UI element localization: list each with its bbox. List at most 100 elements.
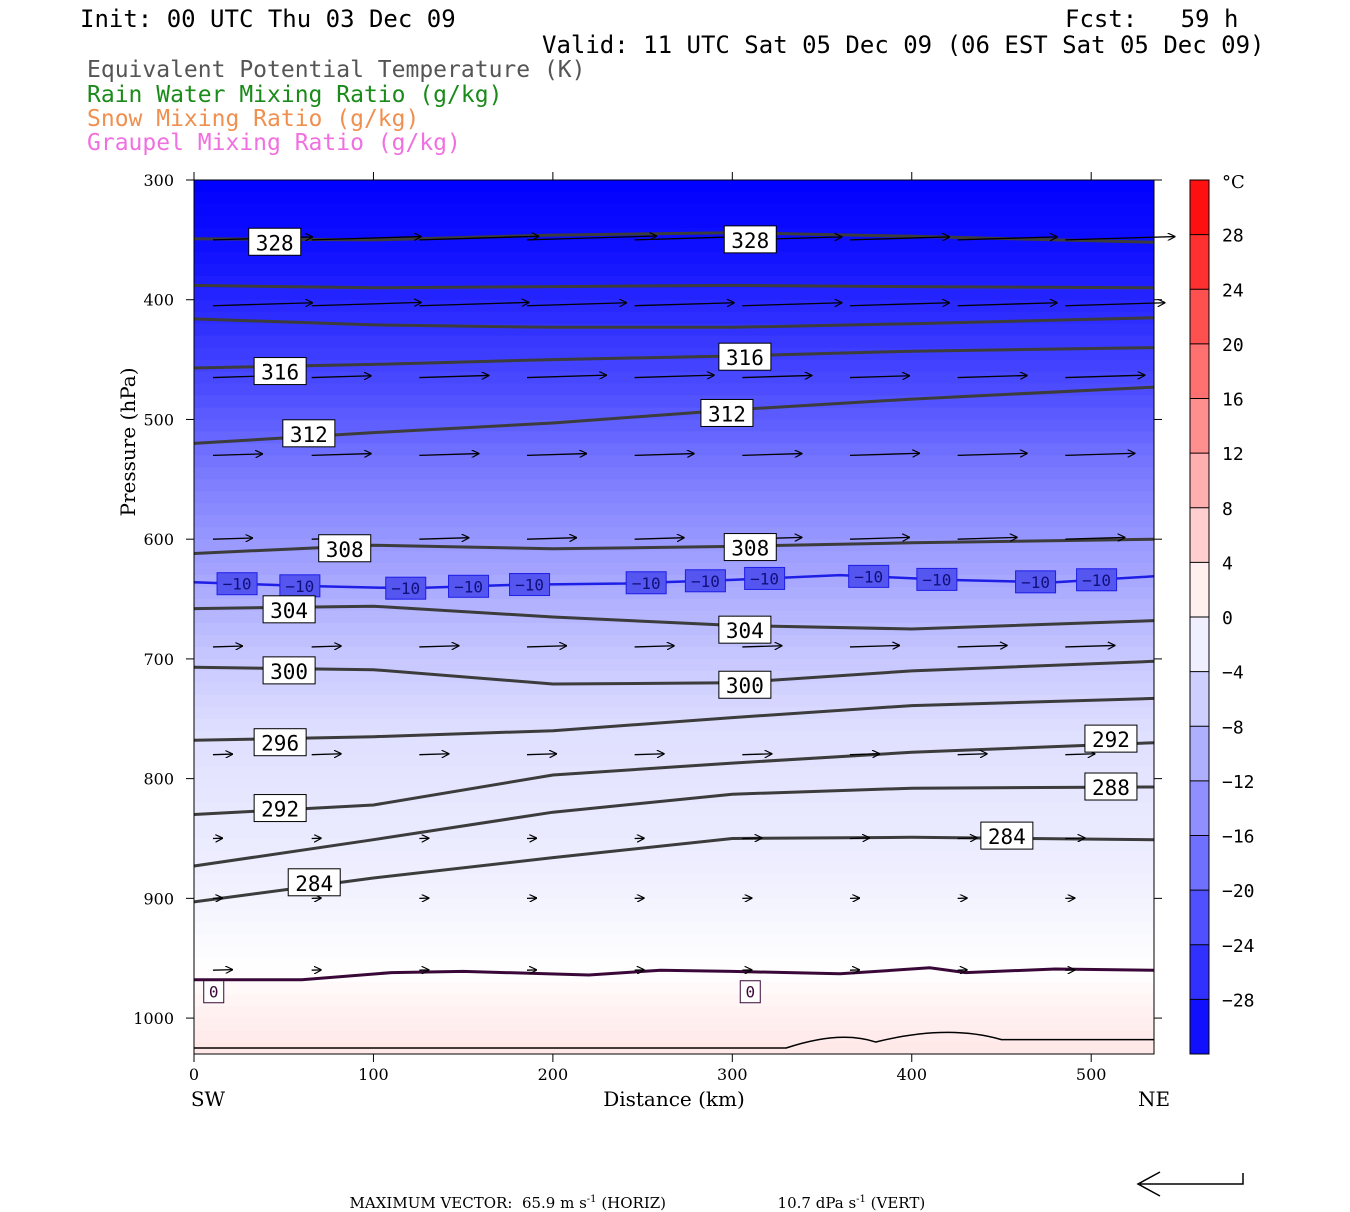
contour-label: 304 [270,599,308,623]
wind-vector [1065,838,1085,839]
colorbar-band [1190,399,1209,454]
colorbar-band [1190,836,1209,891]
sw-label: SW [191,1087,226,1111]
wind-vector [312,646,342,647]
y-tick-label: 900 [143,889,174,908]
x-tick-label: 0 [189,1065,199,1084]
temperature-band [194,850,1154,862]
temperature-band [194,767,1154,779]
temperature-band [194,240,1154,252]
colorbar-band [1190,508,1209,563]
wind-vector [850,754,880,755]
colorbar-band [1190,672,1209,727]
temperature-band [194,803,1154,815]
colorbar-tick-label: −16 [1222,827,1255,848]
contour-label: 284 [295,872,333,896]
max-vector-vert-value: 10.7 dPa s [778,1194,857,1212]
temperature-band [194,946,1154,958]
max-vector-horiz-suffix: (HORIZ) [597,1194,667,1212]
y-axis-title: Pressure (hPa) [116,368,140,517]
colorbar-unit: °C [1222,172,1245,193]
isotherm-label: −10 [1082,571,1111,590]
temperature-band [194,204,1154,216]
wind-vector [213,646,243,647]
temperature-band [194,515,1154,527]
isotherm-label: −10 [632,574,661,593]
contour-label: 284 [988,825,1026,849]
wind-vector [958,838,978,839]
colorbar-band [1190,781,1209,836]
temperature-band [194,958,1154,970]
x-tick-label: 300 [717,1065,748,1084]
temperature-band [194,563,1154,575]
colorbar-tick-label: −20 [1222,881,1255,902]
colorbar-band [1190,453,1209,508]
colorbar-tick-label: 24 [1222,280,1244,301]
colorbar-tick-label: 28 [1222,226,1244,247]
max-vector-horiz-value: 65.9 m s [522,1194,587,1212]
colorbar-tick-label: −8 [1222,717,1244,738]
isotherm-label: −10 [750,569,779,588]
colorbar-tick-label: 0 [1222,608,1233,629]
temperature-band [194,300,1154,312]
isotherm-label: −10 [285,577,314,596]
y-tick-label: 300 [143,171,174,190]
wind-vector [958,754,988,755]
temperature-band [194,396,1154,408]
x-tick-label: 500 [1076,1065,1107,1084]
contour-label: 328 [731,229,769,253]
colorbar-tick-label: −4 [1222,663,1244,684]
contour-label: 308 [326,538,364,562]
contour-label: 292 [261,798,299,822]
temperature-band [194,503,1154,515]
isotherm-label: −10 [391,579,420,598]
contour-label: 316 [726,346,764,370]
isotherm-label: −10 [454,577,483,596]
colorbar-band [1190,562,1209,617]
colorbar-band [1190,289,1209,344]
colorbar-band [1190,180,1209,235]
max-vector-vert-suffix: (VERT) [866,1194,925,1212]
temperature-band [194,1006,1154,1018]
isotherm-zero-label: 0 [209,983,219,1002]
y-tick-label: 600 [143,530,174,549]
max-vector-label: MAXIMUM VECTOR: [350,1194,513,1212]
temperature-band [194,982,1154,994]
temperature-band [194,755,1154,767]
temperature-band [194,587,1154,599]
temperature-band [194,419,1154,431]
temperature-band [194,779,1154,791]
contour-label: 300 [726,674,764,698]
temperature-band [194,264,1154,276]
colorbar-tick-label: 4 [1222,553,1233,574]
temperature-band [194,934,1154,946]
temperature-band [194,922,1154,934]
isotherm-label: −10 [515,576,544,595]
isotherm-zero-label: 0 [745,983,755,1002]
y-tick-label: 700 [143,650,174,669]
isotherm-label: −10 [223,575,252,594]
wind-vector [850,838,870,839]
temperature-band [194,647,1154,659]
colorbar-band [1190,999,1209,1054]
x-tick-label: 400 [896,1065,927,1084]
temperature-band [194,252,1154,264]
wind-vector [419,754,449,755]
x-tick-label: 200 [538,1065,569,1084]
y-tick-label: 400 [143,291,174,310]
y-tick-label: 800 [143,770,174,789]
temperature-band [194,695,1154,707]
wind-vector [527,754,557,755]
x-tick-label: 100 [358,1065,389,1084]
wind-vector [312,754,342,755]
x-axis-title: Distance (km) [603,1087,745,1111]
contour-label: 300 [270,660,308,684]
wind-vector [213,754,233,755]
temperature-band [194,455,1154,467]
contour-label: 312 [290,423,328,447]
max-vector-vert-caption: 10.7 dPa s-1 (VERT) [768,1176,925,1212]
temperature-band [194,180,1154,192]
temperature-band [194,707,1154,719]
temperature-band [194,671,1154,683]
colorbar-band [1190,945,1209,1000]
